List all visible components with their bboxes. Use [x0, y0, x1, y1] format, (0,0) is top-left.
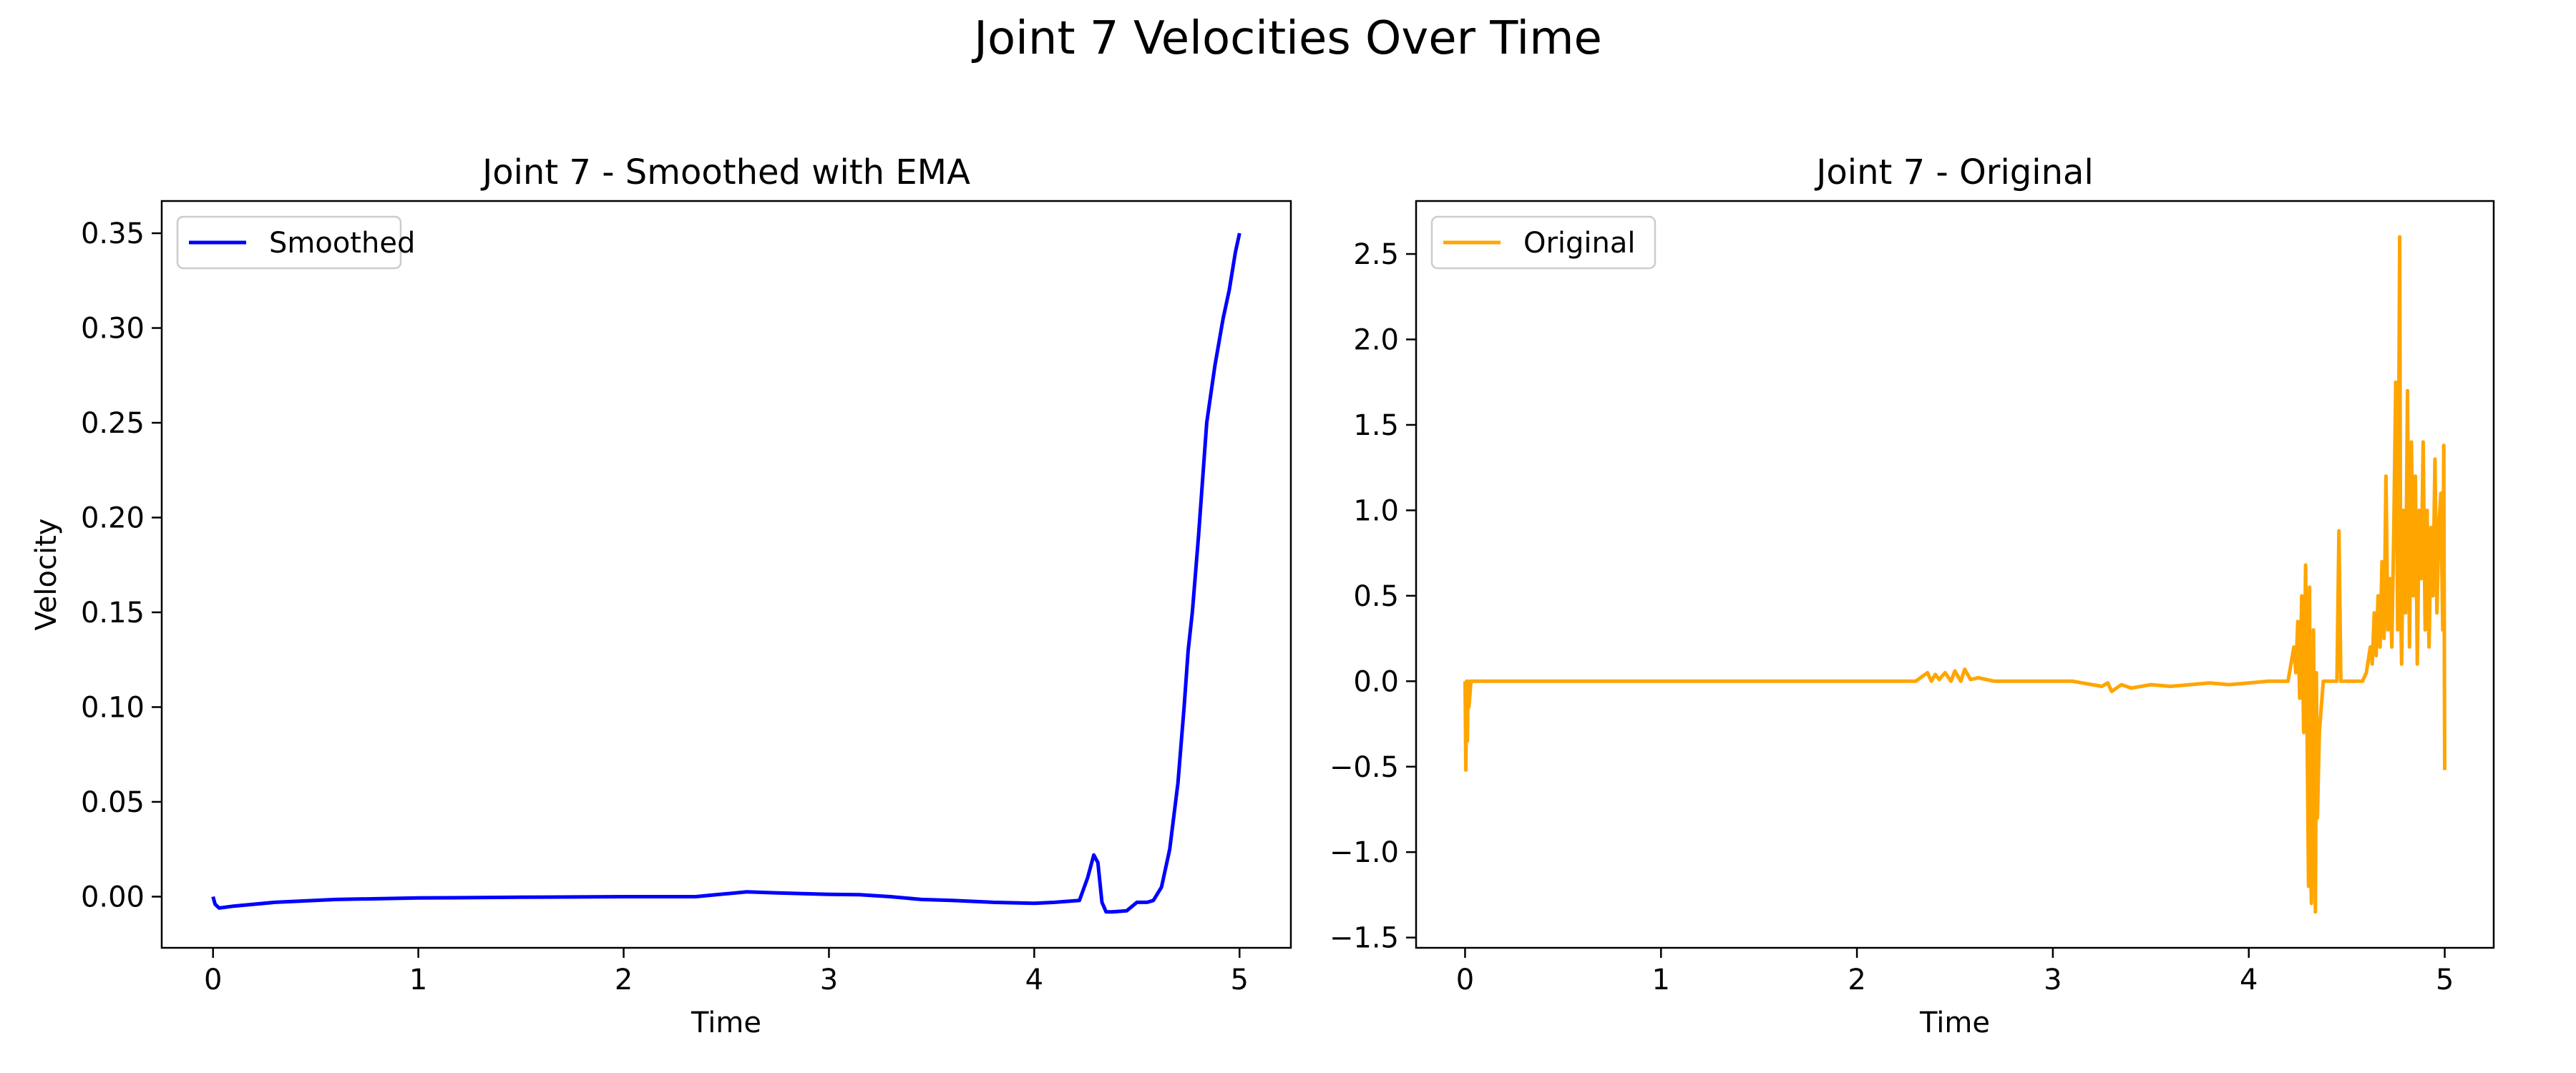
y-tick-label: 0.5 [1353, 580, 1399, 613]
y-tick-label: 1.0 [1353, 494, 1399, 527]
legend-box [176, 215, 402, 270]
y-tick-label: 0.00 [81, 881, 145, 913]
y-tick-label: −1.5 [1330, 922, 1399, 955]
axes-frame [160, 200, 1292, 949]
x-tick-label: 0 [1456, 964, 1474, 996]
panel-original: 0 1 2 3 4 5 −1.5 −1.0 −0.5 0.0 0.5 1.0 1.5 2.0 2.5 Join… [1330, 152, 2495, 1039]
x-tick-label: 4 [1025, 964, 1043, 996]
x-axis-label: Time [691, 1006, 761, 1039]
y-tick-label: 0.05 [81, 786, 145, 819]
series-line-original [1463, 235, 2446, 914]
y-tick-label: 0.35 [81, 217, 145, 250]
x-tick-label: 0 [204, 964, 222, 996]
legend-label: Smoothed [269, 227, 415, 260]
x-axis-label: Time [1919, 1006, 1990, 1039]
panel-title: Joint 7 - Original [1814, 152, 2094, 192]
series-line-smoothed [211, 232, 1241, 914]
x-tick-label: 5 [2436, 964, 2454, 996]
axes-frame [1415, 200, 2495, 949]
y-tick-label: 0.0 [1353, 665, 1399, 698]
y-tick-label: −1.0 [1330, 836, 1399, 869]
legend-box [1430, 215, 1657, 270]
panel-title: Joint 7 - Smoothed with EMA [480, 152, 970, 192]
y-tick-label: 0.15 [81, 597, 145, 629]
x-tick-label: 5 [1231, 964, 1249, 996]
y-tick-label: 2.5 [1353, 238, 1399, 271]
y-tick-label: 0.30 [81, 313, 145, 346]
panel-smoothed: 0 1 2 3 4 5 0.00 0.05 0.10 0.15 0.20 0.25 0.30 0.35 Jo… [30, 152, 1292, 1039]
x-tick-label: 2 [1848, 964, 1865, 996]
y-tick-label: 0.25 [81, 407, 145, 440]
x-tick-label: 2 [615, 964, 633, 996]
y-tick-label: 0.20 [81, 502, 145, 535]
x-tick-label: 3 [820, 964, 838, 996]
x-tick-label: 4 [2240, 964, 2258, 996]
y-tick-label: −0.5 [1330, 751, 1399, 784]
x-tick-label: 1 [1652, 964, 1670, 996]
x-tick-label: 1 [409, 964, 427, 996]
legend-label: Original [1523, 227, 1636, 260]
figure-suptitle: Joint 7 Velocities Over Time [971, 12, 1602, 65]
y-tick-label: 2.0 [1353, 324, 1399, 357]
x-tick-label: 3 [2044, 964, 2062, 996]
y-tick-label: 0.10 [81, 691, 145, 724]
y-axis-label: Velocity [30, 519, 63, 631]
y-tick-label: 1.5 [1353, 409, 1399, 442]
